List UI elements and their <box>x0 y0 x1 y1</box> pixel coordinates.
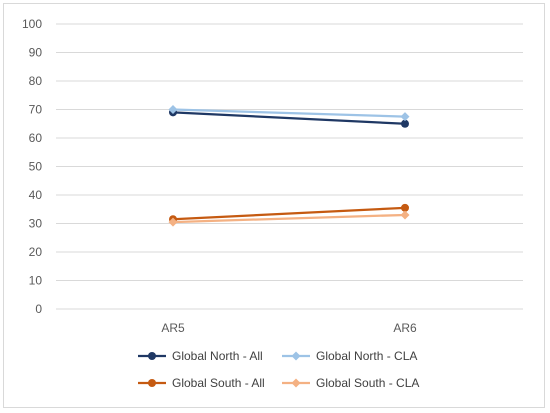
y-tick-label: 50 <box>29 160 43 174</box>
legend-entry: Global South - CLA <box>282 376 419 390</box>
y-tick-label: 40 <box>29 188 43 202</box>
data-point <box>401 119 409 128</box>
data-point <box>400 112 410 122</box>
y-tick-label: 10 <box>29 274 43 288</box>
series-2 <box>168 105 410 122</box>
series-4 <box>168 210 410 227</box>
legend-label: Global North - All <box>172 349 263 363</box>
y-tick-label: 70 <box>29 103 43 117</box>
series-line <box>172 206 406 221</box>
legend-marker <box>291 378 301 388</box>
x-tick-label: AR6 <box>393 321 417 335</box>
legend-entry: Global North - CLA <box>282 349 417 363</box>
y-tick-label: 80 <box>29 74 43 88</box>
data-point <box>168 217 178 227</box>
x-axis-ticks: AR5 AR6 <box>161 321 417 335</box>
series-layer <box>168 105 410 227</box>
y-tick-label: 20 <box>29 245 43 259</box>
series-line <box>172 111 406 125</box>
y-tick-label: 60 <box>29 131 43 145</box>
legend-marker <box>148 379 156 387</box>
legend-label: Global South - All <box>172 376 265 390</box>
series-line <box>172 213 406 224</box>
x-tick-label: AR5 <box>161 321 185 335</box>
y-tick-label: 100 <box>22 17 42 31</box>
series-line <box>172 108 406 118</box>
legend-label: Global South - CLA <box>316 376 419 390</box>
data-point <box>401 203 409 212</box>
legend-label: Global North - CLA <box>316 349 417 363</box>
legend-entry: Global North - All <box>138 349 263 363</box>
y-tick-label: 0 <box>35 302 42 316</box>
legend-entry: Global South - All <box>138 376 265 390</box>
legend-marker <box>148 352 156 360</box>
chart-frame <box>3 3 545 408</box>
data-point <box>168 105 178 114</box>
y-tick-label: 30 <box>29 217 43 231</box>
legend: Global North - All Global North - CLA Glob… <box>138 349 419 390</box>
legend-marker <box>291 351 301 361</box>
y-tick-label: 90 <box>29 46 43 60</box>
y-axis-ticks: 0 10 20 30 40 50 60 70 80 90 100 <box>22 17 42 316</box>
gridlines <box>56 23 523 310</box>
data-point <box>400 210 410 220</box>
